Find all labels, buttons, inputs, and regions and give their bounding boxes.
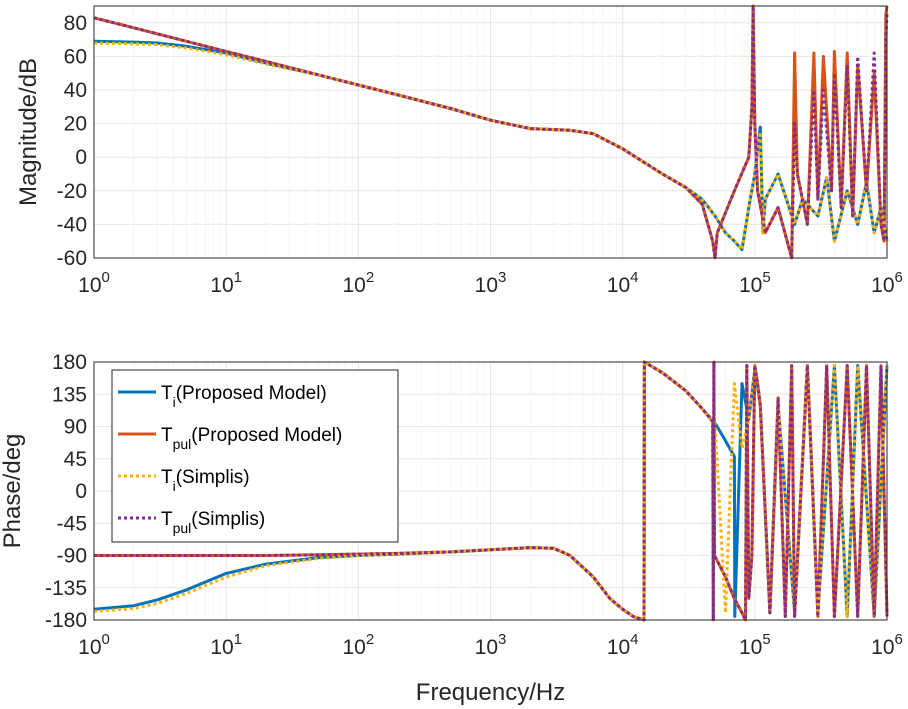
phase-axes-box [93, 361, 888, 621]
y-tick-label: -135 [45, 577, 87, 600]
x-tick-label: 106 [871, 631, 903, 659]
phase-yticks: 180 135 90 45 0 -45 -90 -135 -180 [45, 351, 87, 632]
magnitude-plot: 80 60 40 20 0 -20 -40 -60 100 101 102 103 104 105 106… [15, 4, 903, 297]
y-tick-label: 180 [52, 351, 87, 374]
x-tick-label: 106 [871, 269, 903, 297]
y-tick-label: 45 [64, 448, 87, 471]
frequency-xlabel: Frequency/Hz [416, 679, 565, 706]
magnitude-xticks: 100 101 102 103 104 105 106 [78, 269, 903, 297]
x-tick-label: 103 [475, 631, 507, 659]
legend-label: Ti(Proposed Model) [161, 383, 327, 410]
x-tick-label: 103 [475, 269, 507, 297]
y-tick-label: 135 [52, 383, 87, 406]
legend-label: Tpul(Simplis) [161, 509, 265, 536]
y-tick-label: -60 [57, 247, 87, 270]
y-tick-label: 20 [64, 113, 87, 136]
y-tick-label: -90 [57, 545, 87, 568]
magnitude-axes-box [93, 5, 888, 259]
x-tick-label: 105 [739, 631, 771, 659]
x-tick-label: 102 [342, 269, 374, 297]
x-tick-label: 100 [78, 631, 110, 659]
y-tick-label: 90 [64, 416, 87, 439]
phase-ylabel: Phase/deg [0, 434, 26, 549]
y-tick-label: -20 [57, 180, 87, 203]
x-tick-label: 101 [210, 631, 242, 659]
y-tick-label: -180 [45, 609, 87, 632]
legend-label: Tpul(Proposed Model) [161, 425, 342, 452]
x-tick-label: 104 [607, 269, 639, 297]
y-tick-label: 60 [64, 45, 87, 68]
phase-series [93, 360, 889, 622]
series-line [94, 360, 889, 622]
x-tick-label: 101 [210, 269, 242, 297]
y-tick-label: 40 [64, 79, 87, 102]
series-line [93, 4, 889, 260]
x-tick-label: 104 [607, 631, 639, 659]
phase-xticks: 100 101 102 103 104 105 106 [78, 631, 903, 659]
y-tick-label: -45 [57, 512, 87, 535]
y-tick-label: 80 [64, 12, 87, 35]
magnitude-yticks: 80 60 40 20 0 -20 -40 -60 [57, 12, 87, 270]
x-tick-label: 102 [342, 631, 374, 659]
y-tick-label: -40 [57, 213, 87, 236]
y-tick-label: 0 [75, 480, 87, 503]
x-tick-label: 105 [739, 269, 771, 297]
magnitude-grid [93, 6, 888, 259]
legend-label: Ti(Simplis) [161, 467, 250, 494]
y-tick-label: 0 [75, 146, 87, 169]
series-line [93, 41, 889, 252]
legend: Ti(Proposed Model) Tpul(Proposed Model) Ti… [111, 369, 399, 543]
legend-box [111, 369, 399, 543]
x-tick-label: 100 [78, 269, 110, 297]
magnitude-ylabel: Magnitude/dB [15, 58, 42, 206]
